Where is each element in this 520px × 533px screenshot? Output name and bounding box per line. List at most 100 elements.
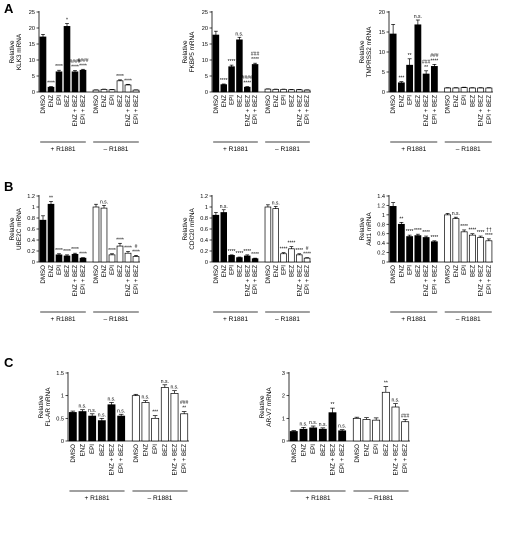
bar <box>391 406 400 442</box>
x-tick-label: BEZ <box>288 95 295 107</box>
x-tick-label: ENZ <box>453 265 460 278</box>
significance-label: **** <box>63 249 71 255</box>
bar <box>220 212 227 263</box>
y-tick-label: 15 <box>202 42 208 48</box>
significance-label: **** <box>460 224 468 230</box>
y-tick-label: 3 <box>282 371 285 377</box>
significance-label: n.s. <box>220 204 228 210</box>
y-tick-label: 20 <box>202 26 208 32</box>
bar <box>280 253 287 263</box>
significance-label: ** <box>331 402 335 408</box>
chart-ube2c: 0 0.2 0.4 0.6 0.8 1 1.2 Relative UBE2C mRNA DMSO *… <box>9 194 140 323</box>
x-tick-label: EPI + BEZ <box>80 95 87 124</box>
x-tick-label: BEZ <box>469 265 476 277</box>
bar <box>212 34 220 93</box>
bar <box>372 419 381 442</box>
x-tick-label: DMSO <box>93 265 100 284</box>
bar <box>251 64 259 93</box>
significance-label: **** <box>79 63 87 69</box>
significance-label: *** <box>152 410 158 416</box>
x-tick-label: EPI + BEZ <box>252 265 259 294</box>
y-tick-label: 0.4 <box>200 238 208 244</box>
bar <box>264 206 272 263</box>
bar <box>477 237 485 263</box>
bar <box>220 84 227 93</box>
bar <box>141 402 150 442</box>
bar <box>108 254 116 263</box>
bar <box>460 87 468 93</box>
significance-label: ** <box>399 216 403 222</box>
significance-label: * <box>66 18 68 24</box>
y-tick-label: 1.2 <box>377 203 385 209</box>
bar <box>79 257 87 263</box>
bar <box>296 254 303 263</box>
condition-label: + R1881 <box>401 146 426 153</box>
condition-label: + R1881 <box>223 146 248 153</box>
bar <box>288 89 295 93</box>
condition-label: + R1881 <box>401 316 426 323</box>
x-tick-label: ENZ <box>101 265 108 278</box>
bar <box>100 207 108 263</box>
chart-arv7: 0 1 2 3 Relative AR-V7 mRNA DMSO n.s. ENZ n.s. EPI… <box>259 371 410 502</box>
bar <box>180 413 189 442</box>
significance-label: **** <box>79 252 87 258</box>
x-tick-label: BEZ <box>162 444 169 456</box>
bar <box>389 33 397 93</box>
bar <box>406 236 414 263</box>
bar <box>414 24 422 93</box>
significance-label: n.s. <box>272 200 280 206</box>
y-axis-label: Relative <box>359 40 366 64</box>
bar <box>170 393 179 442</box>
bar <box>55 71 63 93</box>
y-axis-label: CDC20 mRNA <box>189 207 196 249</box>
x-tick-label: EPI + BEZ <box>80 265 87 294</box>
x-tick-label: ENZ + BEZ <box>172 444 179 476</box>
bar <box>452 87 460 93</box>
x-tick-label: EPI + BEZ <box>304 265 311 294</box>
x-tick-label: EPI <box>407 95 414 105</box>
bar <box>468 87 476 93</box>
y-tick-label: 1.2 <box>27 194 35 200</box>
x-tick-label: ENZ <box>48 265 55 278</box>
x-tick-label: ENZ <box>398 95 405 108</box>
x-tick-label: BEZ <box>415 95 422 107</box>
y-tick-label: 1 <box>205 205 208 211</box>
x-tick-label: DMSO <box>133 444 140 463</box>
significance-label: ** <box>182 406 186 412</box>
bar <box>397 82 405 93</box>
x-tick-label: EPI <box>89 444 96 454</box>
y-axis-label: Relative <box>9 217 16 241</box>
x-tick-label: ENZ + BEZ <box>393 444 400 476</box>
y-tick-label: 0.6 <box>200 227 208 233</box>
significance-label: ** <box>384 381 388 387</box>
x-tick-label: ENZ + BEZ <box>423 95 430 127</box>
significance-label: **** <box>71 247 79 253</box>
x-tick-label: BEZ <box>117 95 124 107</box>
condition-label: – R1881 <box>148 495 173 502</box>
y-tick-label: 5 <box>205 74 208 80</box>
significance-label: n.s. <box>309 420 317 426</box>
bar <box>244 255 251 263</box>
significance-label: **** <box>303 252 311 258</box>
significance-label: **** <box>220 78 228 84</box>
significance-label: n.s. <box>338 424 346 430</box>
x-tick-label: ENZ + BEZ <box>478 95 485 127</box>
x-tick-label: ENZ <box>364 444 371 457</box>
bar <box>63 255 71 263</box>
x-tick-label: DMSO <box>40 95 47 114</box>
bar <box>264 88 272 93</box>
bar <box>124 84 132 93</box>
x-tick-label: BEZ <box>383 444 390 456</box>
y-tick-label: 0 <box>32 90 35 96</box>
significance-label: **** <box>116 237 124 243</box>
y-axis-label: Relative <box>359 217 366 241</box>
significance-label: n.s. <box>141 395 149 401</box>
y-tick-label: 10 <box>202 58 208 64</box>
condition-label: – R1881 <box>275 146 300 153</box>
bar <box>485 87 493 93</box>
chart-flar: 0 0.5 1 1.5 Relative FL-AR mRNA DMSO n.s. ENZ n.s… <box>38 371 189 502</box>
bar <box>132 89 140 93</box>
significance-label: n.s. <box>117 408 125 414</box>
bar <box>160 387 169 442</box>
